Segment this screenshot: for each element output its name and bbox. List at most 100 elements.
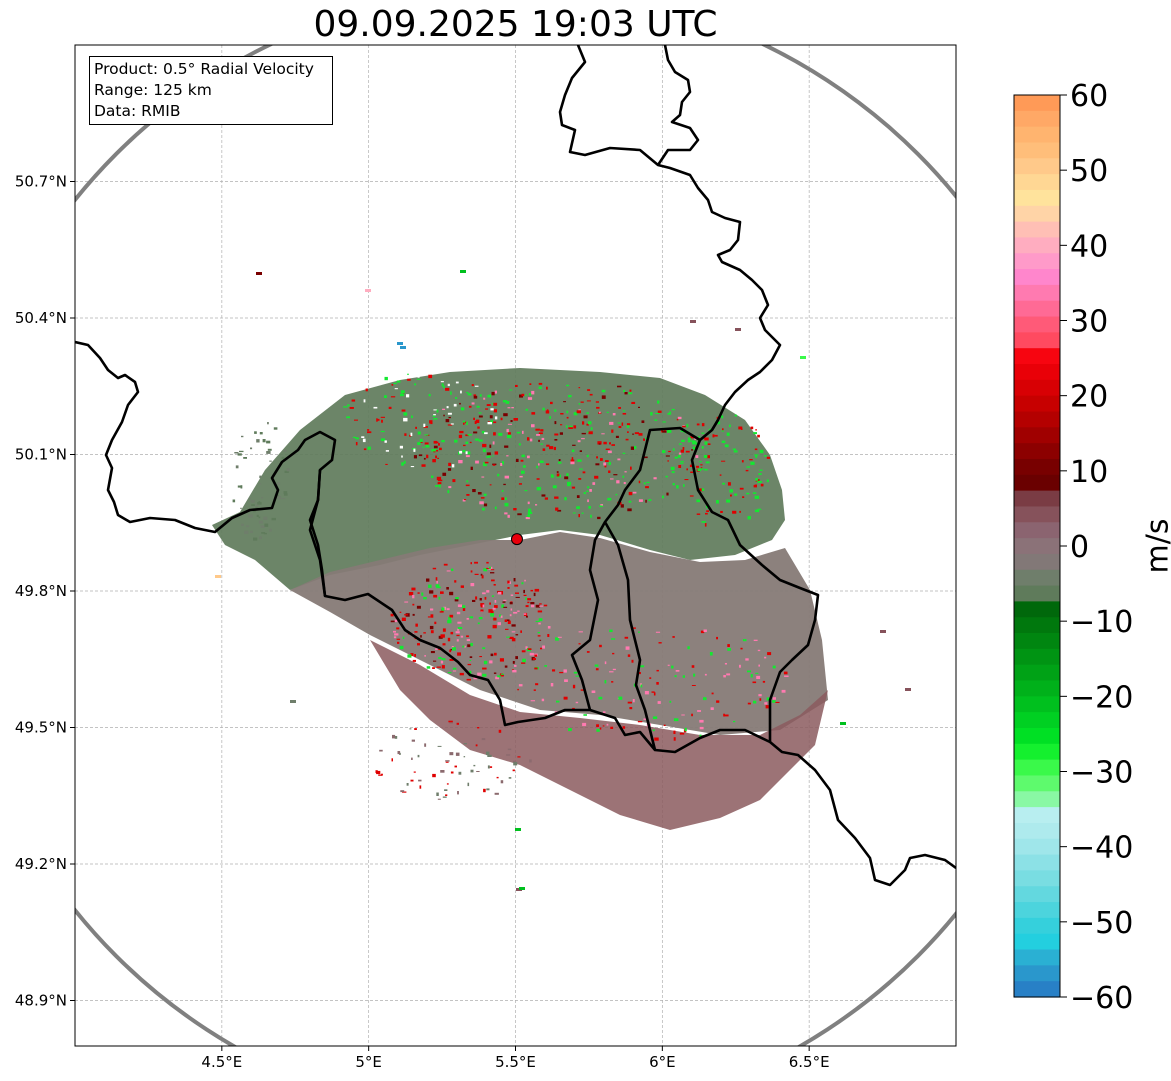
echo-speckle	[750, 426, 754, 430]
echo-speckle	[450, 423, 454, 425]
echo-speckle	[448, 486, 452, 489]
echo-speckle	[499, 674, 504, 677]
echo-speckle	[525, 597, 527, 600]
echo-speckle	[460, 407, 465, 411]
echo-speckle	[459, 430, 464, 434]
echo-speckle	[531, 412, 536, 415]
echo-speckle	[479, 394, 482, 397]
echo-speckle	[705, 512, 708, 515]
echo-speckle	[415, 426, 417, 429]
echo-speckle	[753, 432, 757, 435]
echo-speckle	[631, 627, 636, 629]
echo-speckle	[653, 692, 656, 696]
colorbar-tick-label: −10	[1070, 605, 1133, 640]
echo-speckle	[463, 444, 466, 447]
echo-speckle	[489, 660, 493, 664]
echo-speckle	[678, 454, 681, 458]
echo-speckle	[719, 474, 722, 476]
echo-speckle	[256, 514, 259, 517]
echo-speckle	[500, 463, 503, 466]
echo-speckle	[469, 670, 472, 674]
echo-speckle	[535, 683, 539, 686]
echo-speckle	[755, 429, 757, 431]
echo-speckle	[582, 421, 585, 425]
echo-speckle	[490, 420, 493, 424]
echo-speckle	[530, 589, 534, 592]
echo-speckle	[418, 779, 422, 782]
echo-speckle	[496, 776, 499, 779]
border-luxembourg-germany	[603, 439, 820, 751]
echo-speckle	[436, 581, 438, 584]
echo-speckle	[453, 403, 457, 407]
border-germany-netherlands	[656, 45, 700, 166]
echo-speckle	[753, 485, 756, 488]
echo-speckle	[524, 579, 526, 582]
echo-speckle	[546, 444, 550, 447]
echo-speckle	[632, 699, 635, 703]
y-tick-label: 49.8°N	[15, 582, 67, 600]
echo-speckle	[534, 667, 538, 670]
echo-speckle	[601, 433, 605, 435]
echo-speckle	[404, 614, 408, 616]
echo-speckle	[408, 592, 414, 596]
echo-speckle	[455, 752, 460, 756]
data-source-text: Data: RMIB	[94, 102, 181, 120]
echo-speckle	[367, 446, 371, 450]
echo-speckle	[800, 356, 806, 359]
echo-speckle	[465, 484, 470, 487]
echo-speckle	[262, 439, 266, 443]
echo-speckle	[519, 475, 523, 478]
echo-speckle	[627, 654, 631, 657]
echo-speckle	[232, 499, 236, 503]
colorbar-label: m/s	[1141, 519, 1171, 574]
echo-speckle	[508, 777, 512, 779]
echo-speckle	[426, 666, 431, 669]
colorbar-segment	[1014, 553, 1060, 571]
echo-speckle	[473, 764, 476, 767]
colorbar-tick-label: 0	[1070, 530, 1089, 565]
echo-speckle	[745, 469, 749, 472]
echo-speckle	[597, 441, 602, 445]
echo-speckle	[590, 514, 592, 518]
echo-speckle	[412, 594, 415, 599]
colorbar-segment	[1014, 822, 1060, 840]
echo-speckle	[668, 450, 671, 453]
echo-speckle	[443, 385, 445, 388]
echo-speckle	[507, 580, 510, 584]
echo-speckle	[557, 509, 562, 512]
echo-speckle	[409, 434, 411, 437]
echo-speckle	[470, 769, 474, 773]
echo-speckle	[428, 374, 433, 379]
echo-speckle	[240, 485, 243, 489]
echo-speckle	[393, 630, 396, 633]
echo-speckle	[506, 434, 512, 439]
echo-speckle	[436, 409, 439, 413]
echo-speckle	[449, 614, 454, 618]
echo-speckle	[764, 455, 767, 457]
echo-speckle	[486, 751, 490, 756]
echo-speckle	[467, 663, 472, 666]
echo-speckle	[490, 653, 494, 657]
echo-speckle	[581, 438, 585, 440]
echo-speckle	[704, 437, 709, 441]
echo-speckle	[464, 421, 467, 424]
echo-speckle	[527, 397, 533, 400]
echo-speckle	[504, 512, 508, 515]
country-borders	[75, 45, 956, 887]
echo-speckle	[251, 504, 255, 506]
echo-speckle	[394, 633, 399, 636]
y-tick-label: 50.7°N	[15, 173, 67, 191]
echo-speckle	[466, 421, 468, 425]
echo-speckle	[423, 423, 426, 427]
echo-speckle	[727, 648, 731, 651]
echo-speckle	[640, 665, 645, 668]
echo-speckle	[269, 528, 272, 532]
echo-speckle	[527, 455, 530, 459]
echo-speckle	[482, 448, 486, 453]
echo-speckle	[724, 714, 729, 717]
echo-speckle	[571, 486, 576, 489]
echo-speckle	[662, 450, 666, 454]
echo-speckle	[457, 627, 463, 630]
echo-speckle	[611, 444, 615, 446]
echo-speckle	[905, 688, 911, 691]
